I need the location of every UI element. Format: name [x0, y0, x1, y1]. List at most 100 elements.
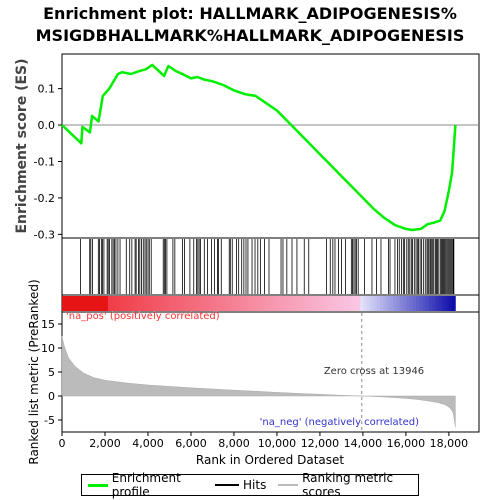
color-bar-segment: [255, 296, 260, 311]
color-bar-segment: [402, 296, 407, 311]
hit-markers: [80, 239, 455, 294]
color-bar-segment: [448, 296, 453, 311]
color-bar-segment: [202, 296, 207, 311]
negative-correlation-label: 'na_neg' (negatively correlated): [260, 417, 419, 428]
color-bar-segment: [143, 296, 148, 311]
color-bar-segment: [334, 296, 338, 311]
color-bar-segment: [327, 296, 332, 311]
color-bar-segment: [324, 296, 328, 311]
ranking-swatch: [278, 484, 299, 486]
enrichment-profile-line: [61, 63, 457, 232]
hits-swatch: [215, 484, 239, 486]
color-bar-segment: [294, 296, 299, 311]
color-bar-segment: [245, 296, 250, 311]
rank-x-axis-label: Rank in Ordered Dataset: [196, 453, 344, 467]
color-bar-segment: [219, 296, 224, 311]
color-bar-segment: [399, 296, 404, 311]
correlation-color-bar: [62, 296, 456, 311]
rank-x-tick-label: 18,000: [430, 437, 469, 450]
color-bar-segment: [107, 296, 112, 311]
color-bar-segment: [212, 296, 217, 311]
color-bar-segment: [117, 296, 122, 311]
color-bar-segment: [357, 296, 361, 311]
color-bar-segment: [121, 296, 125, 311]
color-bar-segment: [147, 296, 151, 311]
color-bar-segment: [288, 296, 292, 311]
color-bar-segment: [337, 296, 342, 311]
color-bar-segment: [343, 296, 348, 311]
color-bar-segment: [278, 296, 283, 311]
plot-title-line2: MSIGDBHALLMARK%HALLMARK_ADIPOGENESIS: [36, 26, 465, 45]
color-bar-segment: [150, 296, 155, 311]
rank-x-tick-label: 2,000: [89, 437, 121, 450]
rank-x-tick-label: 0: [59, 437, 66, 450]
color-bar-segment: [78, 296, 83, 311]
color-bar-segment: [406, 296, 410, 311]
color-bar-segment: [65, 296, 69, 311]
color-bar-segment: [386, 296, 391, 311]
enrichment-curve: [61, 63, 457, 232]
rank-x-tick-label: 10,000: [258, 437, 297, 450]
color-bar-segment: [265, 296, 269, 311]
color-bar-segment: [304, 296, 309, 311]
legend-item-enrichment: Enrichment profile: [88, 471, 203, 499]
color-bar-segment: [350, 296, 355, 311]
color-bar-segment: [62, 296, 66, 311]
color-bar-segment: [396, 296, 401, 311]
color-bar-segment: [91, 296, 96, 311]
color-bar-segment: [81, 296, 86, 311]
color-bar-segment: [101, 296, 106, 311]
color-bar-segment: [252, 296, 256, 311]
es-y-tick-label: 0.0: [38, 119, 56, 132]
color-bar-segment: [393, 296, 397, 311]
rank-x-tick-label: 12,000: [301, 437, 340, 450]
color-bar-segment: [317, 296, 322, 311]
color-bar-segment: [166, 296, 171, 311]
color-bar-segment: [229, 296, 233, 311]
es-y-axis: 0.1 0.0 -0.1 -0.2 -0.3: [34, 83, 62, 241]
rank-x-tick-label: 14,000: [344, 437, 383, 450]
color-bar-segment: [134, 296, 138, 311]
color-bar-segment: [186, 296, 191, 311]
color-bar-segment: [216, 296, 220, 311]
color-bar-segment: [281, 296, 286, 311]
legend-label-enrichment: Enrichment profile: [111, 471, 181, 499]
color-bar-segment: [442, 296, 446, 311]
es-y-axis-label: Enrichment score (ES): [14, 58, 30, 233]
color-bar-segment: [340, 296, 345, 311]
color-bar-segment: [75, 296, 79, 311]
color-bar-segment: [189, 296, 194, 311]
color-bar-segment: [412, 296, 417, 311]
color-bar-segment: [153, 296, 158, 311]
color-bar-segment: [124, 296, 128, 311]
color-bar-segment: [111, 296, 115, 311]
zero-cross-label: Zero cross at 13946: [324, 366, 424, 377]
color-bar-segment: [425, 296, 430, 311]
color-bar-segment: [140, 296, 145, 311]
rank-y-tick-label: 5: [48, 366, 55, 379]
legend-item-ranking: Ranking metric scores: [278, 471, 412, 499]
rank-x-tick-label: 8,000: [218, 437, 250, 450]
color-bar-segment: [438, 296, 443, 311]
legend-item-hits: Hits: [215, 478, 266, 492]
legend: Enrichment profile Hits Ranking metric s…: [81, 471, 419, 499]
color-bar-segment: [225, 296, 230, 311]
color-bar-segment: [379, 296, 384, 311]
color-bar-segment: [127, 296, 132, 311]
rank-x-tick-label: 16,000: [387, 437, 426, 450]
color-bar-segment: [419, 296, 423, 311]
color-bar-segment: [366, 296, 371, 311]
rank-x-axis: 0 2,000 4,000 6,000 8,000 10,000 12,000 14,000 1…: [59, 432, 469, 450]
ranking-panel-frame: [61, 311, 480, 433]
color-bar-segment: [170, 296, 174, 311]
rank-y-tick-label: 10: [41, 342, 55, 355]
color-bar-segment: [176, 296, 181, 311]
color-bar-segment: [199, 296, 204, 311]
color-bar-segment: [307, 296, 312, 311]
color-bar-segment: [268, 296, 273, 311]
color-bar-segment: [258, 296, 263, 311]
color-bar-segment: [373, 296, 378, 311]
plot-title-line1: Enrichment plot: HALLMARK_ADIPOGENESIS%: [43, 4, 457, 23]
ranking-metric-fill: [61, 335, 456, 428]
